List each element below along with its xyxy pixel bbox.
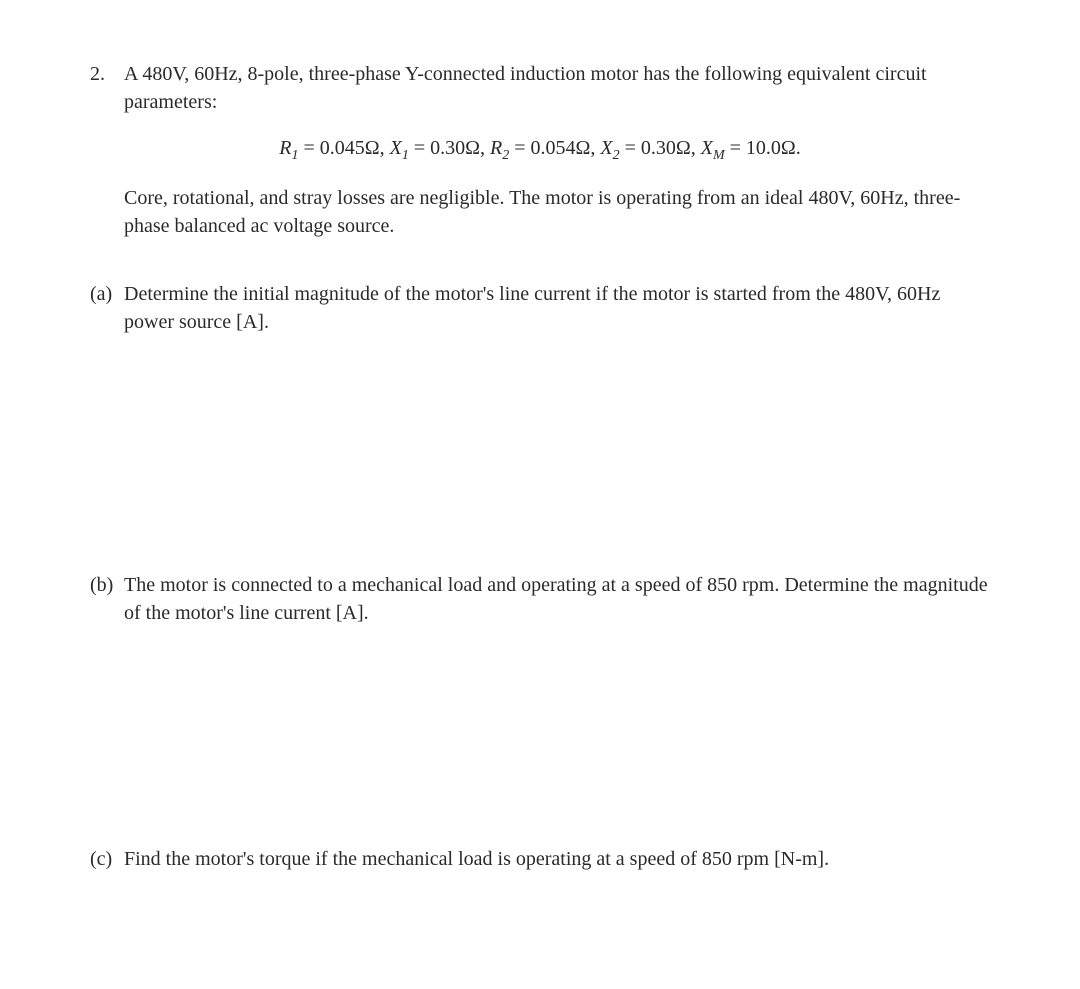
part-c-block: (c) Find the motor's torque if the mecha… (90, 845, 990, 873)
part-a-text: Determine the initial magnitude of the m… (124, 280, 990, 336)
part-a-label: (a) (90, 280, 124, 336)
problem-number: 2. (90, 60, 124, 116)
param-x2-subscript: 2 (613, 148, 620, 163)
workspace-gap-b (90, 627, 990, 845)
workspace-gap-a (90, 336, 990, 571)
param-x2-value: = 0.30Ω, (620, 137, 701, 159)
param-x1-symbol: X (390, 137, 402, 159)
part-b-label: (b) (90, 571, 124, 627)
param-r1-symbol: R (279, 137, 291, 159)
part-a-block: (a) Determine the initial magnitude of t… (90, 280, 990, 336)
part-b-text: The motor is connected to a mechanical l… (124, 571, 990, 627)
param-x1-value: = 0.30Ω, (409, 137, 490, 159)
param-r1-value: = 0.045Ω, (298, 137, 389, 159)
param-xm-subscript: M (713, 148, 725, 163)
param-r2-value: = 0.054Ω, (509, 137, 600, 159)
problem-statement-block: 2. A 480V, 60Hz, 8-pole, three-phase Y-c… (90, 60, 990, 116)
part-c-label: (c) (90, 845, 124, 873)
problem-context-text: Core, rotational, and stray losses are n… (124, 184, 990, 240)
part-b-block: (b) The motor is connected to a mechanic… (90, 571, 990, 627)
circuit-parameters-line: R1 = 0.045Ω, X1 = 0.30Ω, R2 = 0.054Ω, X2… (90, 134, 990, 166)
param-r2-symbol: R (490, 137, 502, 159)
param-x2-symbol: X (600, 137, 612, 159)
param-xm-value: = 10.0Ω. (725, 137, 801, 159)
param-xm-symbol: X (701, 137, 713, 159)
part-c-text: Find the motor's torque if the mechanica… (124, 845, 990, 873)
param-x1-subscript: 1 (402, 148, 409, 163)
problem-statement-text: A 480V, 60Hz, 8-pole, three-phase Y-conn… (124, 60, 990, 116)
